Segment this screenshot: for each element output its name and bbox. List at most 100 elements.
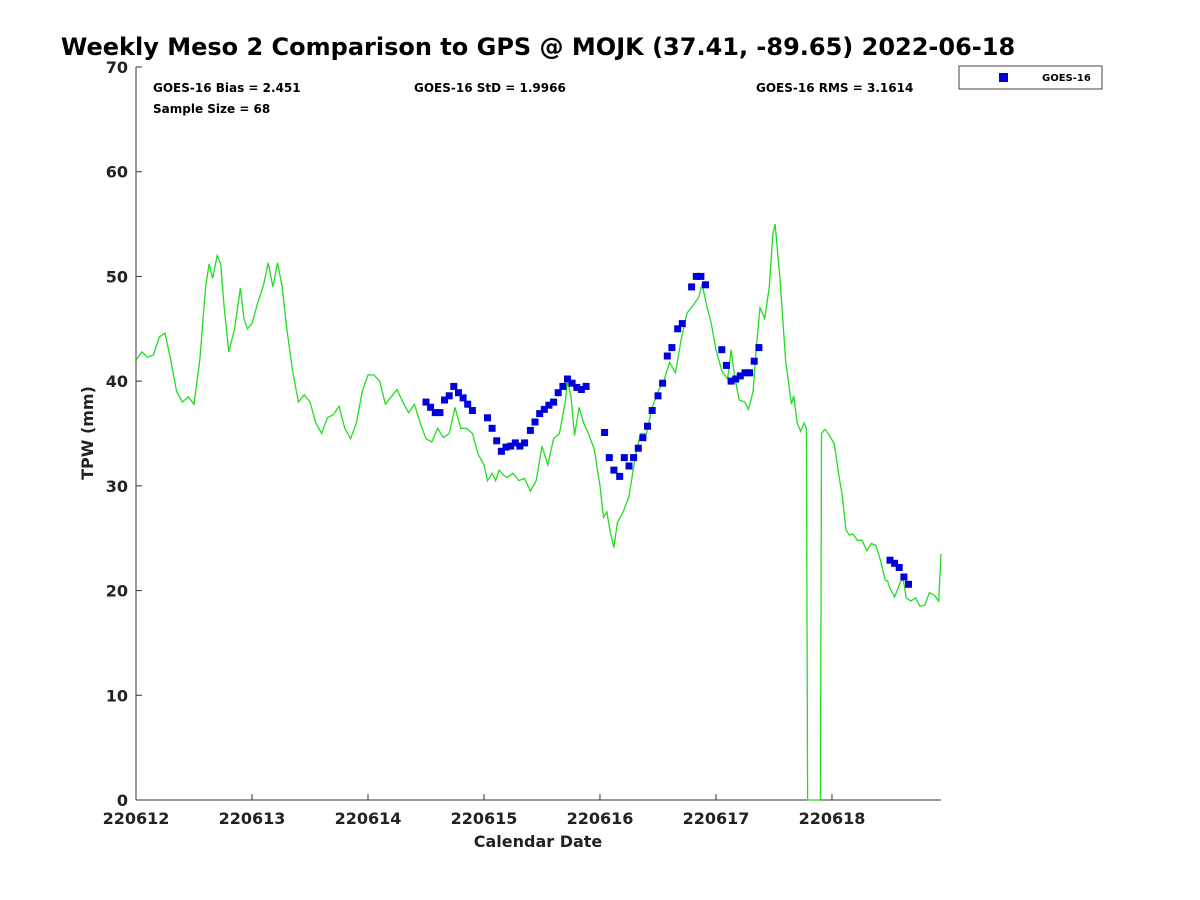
- goes16-point: [697, 272, 705, 280]
- goes16-point: [727, 377, 735, 385]
- x-tick-label: 220614: [335, 809, 402, 828]
- goes16-point: [674, 325, 682, 333]
- goes16-point: [895, 564, 903, 571]
- goes16-point: [905, 580, 912, 588]
- goes16-point: [659, 379, 667, 387]
- goes16-point: [497, 447, 505, 455]
- goes16-point: [484, 414, 491, 422]
- goes16-point: [732, 375, 740, 383]
- goes16-point: [746, 369, 754, 377]
- legend-box: [958, 65, 1103, 90]
- goes16-point: [568, 379, 576, 387]
- goes16-point: [605, 454, 613, 462]
- stat-bias: GOES-16 Bias = 2.451: [153, 81, 301, 95]
- goes16-point: [493, 437, 501, 445]
- goes16-point: [741, 369, 749, 377]
- x-tick-label: 220615: [451, 809, 518, 828]
- x-tick-label: 220616: [567, 809, 634, 828]
- goes16-point: [702, 281, 709, 289]
- goes16-point: [502, 443, 510, 451]
- goes16-point: [540, 405, 548, 413]
- goes16-point: [450, 382, 458, 390]
- goes16-point: [468, 407, 476, 414]
- y-tick-label: 60: [106, 163, 128, 182]
- goes16-point: [688, 283, 696, 291]
- goes16-point: [526, 426, 534, 434]
- goes16-point: [431, 409, 439, 417]
- stat-rms: GOES-16 RMS = 3.1614: [756, 81, 913, 95]
- goes16-point: [891, 559, 899, 567]
- chart-title: Weekly Meso 2 Comparison to GPS @ MOJK (…: [61, 33, 1015, 61]
- goes16-point: [886, 556, 894, 564]
- goes16-point: [507, 442, 515, 450]
- goes16-point: [900, 573, 908, 581]
- stats-block: GOES-16 Bias = 2.451 GOES-16 StD = 1.996…: [153, 81, 913, 116]
- goes16-point: [427, 403, 435, 411]
- goes16-point: [755, 344, 763, 352]
- goes16-point: [668, 344, 676, 352]
- goes16-point: [488, 424, 496, 432]
- goes16-point: [610, 466, 618, 474]
- y-tick-label: 0: [117, 791, 128, 810]
- legend-label-goes16: GOES-16: [1042, 73, 1091, 84]
- x-tick-label: 220617: [683, 809, 750, 828]
- goes16-point: [511, 439, 519, 447]
- goes16-point: [554, 389, 562, 397]
- goes16-point: [722, 361, 730, 369]
- gps-tpw-line: [135, 223, 942, 801]
- goes16-point: [445, 392, 453, 400]
- goes16-point: [531, 418, 539, 426]
- goes16-point: [441, 396, 448, 404]
- series-layer: [135, 223, 942, 801]
- goes16-point: [663, 352, 671, 360]
- goes16-point: [536, 410, 544, 418]
- y-tick-label: 70: [106, 58, 128, 77]
- goes16-point: [630, 454, 638, 462]
- y-tick-label: 20: [106, 582, 128, 601]
- stat-sample-size: Sample Size = 68: [153, 102, 270, 116]
- x-axis-label: Calendar Date: [474, 832, 603, 851]
- goes16-point: [582, 382, 590, 390]
- goes16-point: [459, 394, 467, 402]
- goes16-point: [601, 429, 609, 436]
- y-axis-label: TPW (mm): [78, 386, 97, 480]
- legend: GOES-16: [958, 65, 1103, 90]
- goes16-point: [422, 398, 430, 406]
- goes16-point: [692, 272, 700, 280]
- y-ticks: 0 10 20 30 40 50 60 70: [106, 58, 142, 810]
- goes16-point: [625, 462, 633, 470]
- goes16-point: [654, 392, 662, 400]
- goes16-point: [573, 383, 581, 391]
- goes16-point: [678, 320, 686, 328]
- y-tick-label: 50: [106, 267, 128, 286]
- goes16-point: [455, 389, 462, 397]
- y-tick-label: 40: [106, 372, 128, 391]
- x-ticks: 220612 220613 220614 220615 220616 220617 2206…: [103, 794, 866, 828]
- x-tick-label: 220618: [799, 809, 866, 828]
- x-tick-label: 220612: [103, 809, 170, 828]
- x-tick-label: 220613: [219, 809, 286, 828]
- legend-marker: [999, 73, 1008, 82]
- goes16-point: [639, 434, 647, 442]
- goes16-point: [577, 386, 585, 393]
- goes16-point: [564, 375, 571, 383]
- goes16-point: [436, 409, 444, 417]
- goes16-point: [750, 357, 758, 365]
- goes16-point: [620, 454, 628, 462]
- goes16-point: [521, 439, 529, 447]
- goes16-point: [545, 401, 553, 409]
- y-tick-label: 30: [106, 477, 128, 496]
- stat-std: GOES-16 StD = 1.9966: [414, 81, 566, 95]
- goes16-point: [550, 398, 558, 406]
- goes16-point: [644, 422, 651, 430]
- goes16-point: [648, 407, 656, 414]
- goes16-point: [464, 400, 472, 408]
- y-tick-label: 10: [106, 686, 128, 705]
- goes16-point: [516, 442, 524, 450]
- goes16-point: [634, 444, 642, 452]
- goes16-point: [718, 346, 726, 354]
- goes16-point: [736, 372, 744, 380]
- goes16-point: [616, 472, 624, 480]
- goes16-point: [559, 382, 567, 390]
